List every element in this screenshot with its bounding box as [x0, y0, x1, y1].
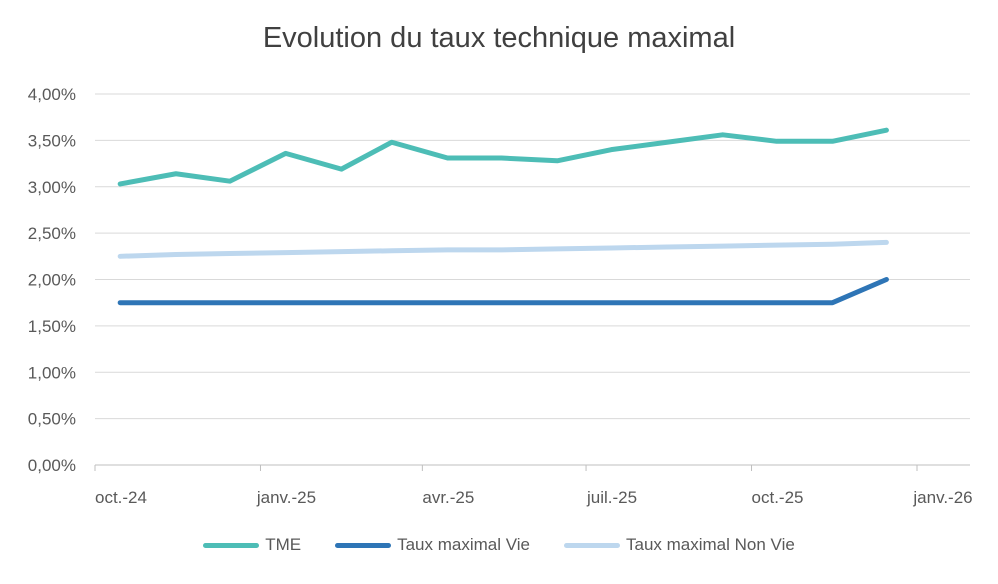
- series-line-taux-maximal-vie: [117, 277, 889, 306]
- x-tick-label: janv.-26: [912, 488, 972, 507]
- y-tick-label: 4,00%: [28, 85, 76, 104]
- y-tick-label: 1,50%: [28, 317, 76, 336]
- legend-label: TME: [265, 535, 302, 554]
- legend: TME Taux maximal Vie Taux maximal Non Vie: [0, 535, 998, 555]
- legend-swatch: [335, 542, 392, 548]
- y-tick-label: 0,50%: [28, 410, 76, 429]
- series-line-taux-maximal-non-vie: [117, 239, 889, 259]
- legend-item: Taux maximal Vie: [335, 535, 530, 555]
- x-tick-label: juil.-25: [586, 488, 637, 507]
- y-tick-label: 2,00%: [28, 271, 76, 290]
- legend-label: Taux maximal Vie: [397, 535, 530, 554]
- chart-title: Evolution du taux technique maximal: [262, 22, 736, 54]
- legend-swatch: [203, 542, 260, 548]
- y-tick-label: 1,00%: [28, 363, 76, 382]
- legend-label: Taux maximal Non Vie: [625, 535, 795, 554]
- y-tick-label: 3,00%: [28, 178, 76, 197]
- series-line-tme: [117, 127, 889, 187]
- legend-swatch: [563, 542, 620, 548]
- x-tick-label: avr.-25: [422, 488, 474, 507]
- x-tick-label: oct.-25: [752, 488, 804, 507]
- y-tick-label: 2,50%: [28, 224, 76, 243]
- legend-item: TME: [203, 535, 301, 555]
- y-tick-label: 0,00%: [28, 456, 76, 475]
- y-tick-label: 3,50%: [28, 131, 76, 150]
- legend-item: Taux maximal Non Vie: [563, 535, 795, 555]
- x-tick-label: oct.-24: [95, 488, 147, 507]
- x-tick-label: janv.-25: [256, 488, 316, 507]
